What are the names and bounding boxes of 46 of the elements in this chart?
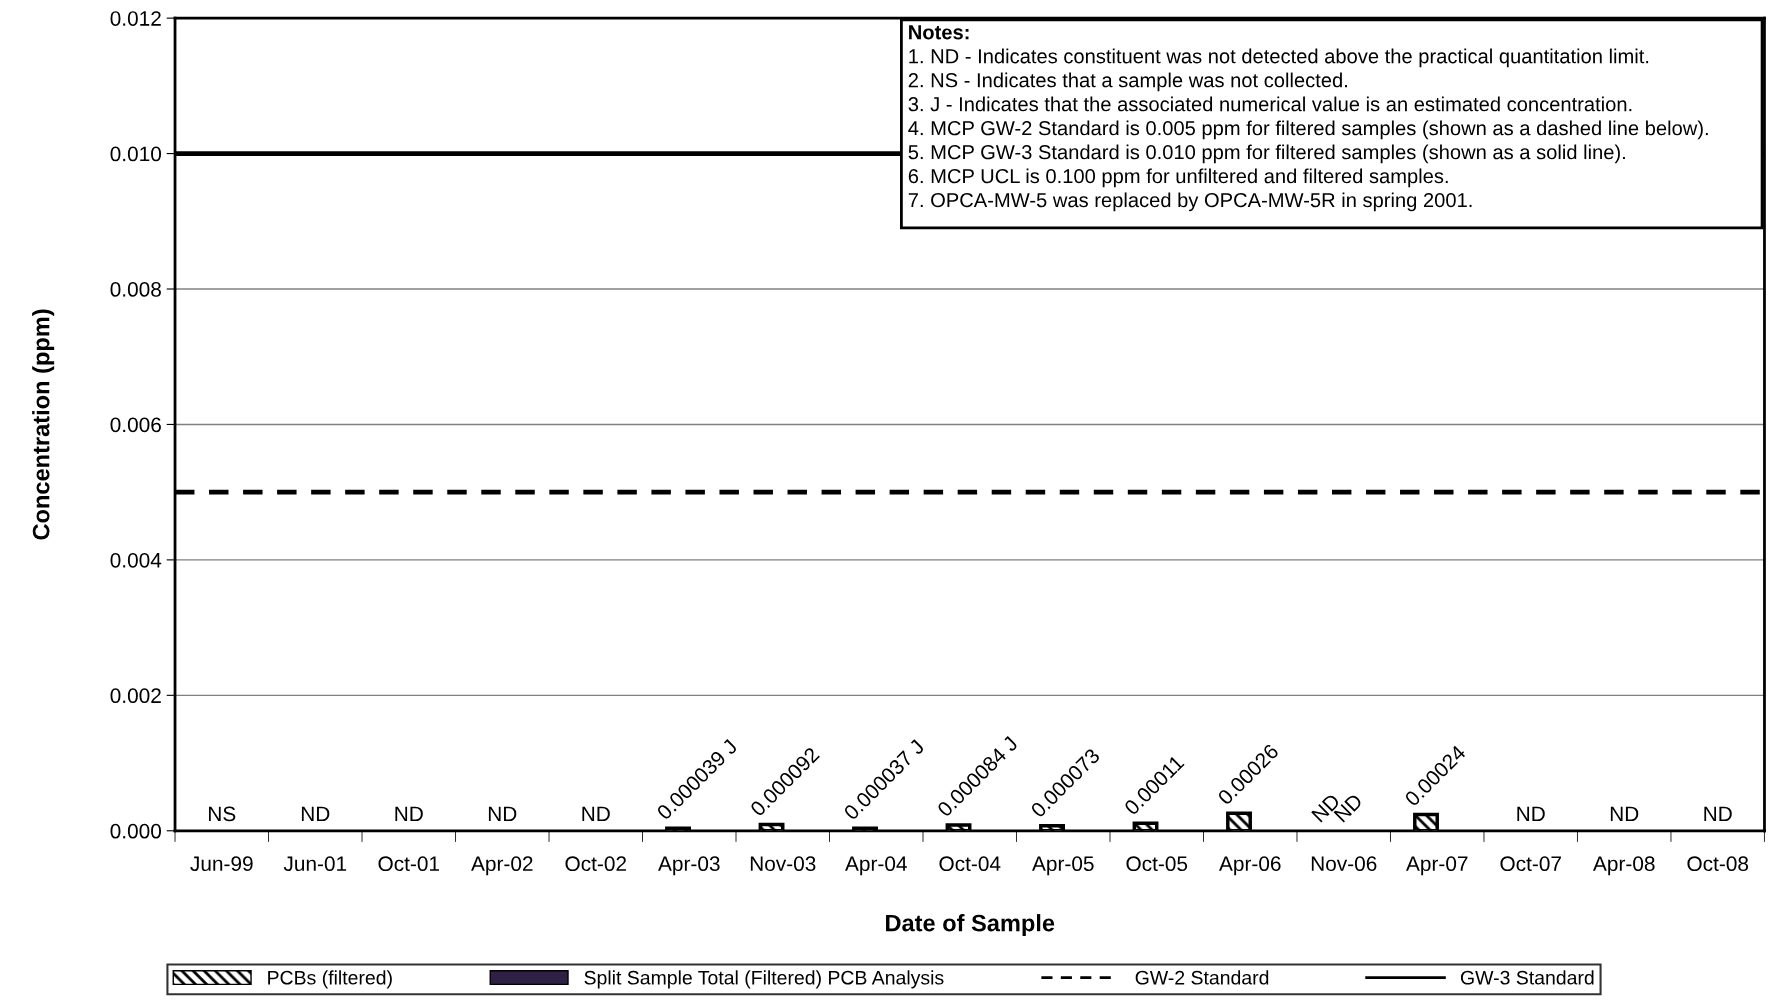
x-tick-label: Jun-99 — [190, 856, 253, 872]
legend-label: PCBs (filtered) — [268, 970, 392, 989]
y-axis-title: Concentration (ppm) — [32, 309, 55, 540]
x-tick-label: Apr-06 — [1219, 856, 1281, 876]
text: ND — [301, 806, 330, 822]
y-tick-label: 0.010 — [110, 146, 162, 162]
x-tick-label: Oct-08 — [1687, 856, 1749, 872]
x-tick-label: Apr-08 — [1593, 856, 1655, 876]
x-tick-label: Apr-02 — [471, 856, 533, 876]
x-tick-label: Oct-04 — [939, 856, 1001, 872]
y-tick-label: 0.012 — [110, 11, 161, 26]
text: ND — [395, 806, 423, 822]
y-tick-label: 0.006 — [110, 417, 161, 433]
y-tick-label: 0.008 — [110, 282, 161, 297]
text: ND — [1517, 806, 1545, 822]
annotation: 5. MCP GW-3 Standard is 0.010 ppm for filtered samples (shown as a solid line). — [908, 144, 1625, 164]
text: ND — [1610, 806, 1639, 822]
x-tick-label: Oct-01 — [378, 856, 440, 872]
legend-label: Split Sample Total (Filtered) PCB Analysis — [584, 970, 944, 989]
text: NS — [209, 806, 236, 822]
text: ND — [582, 806, 610, 822]
x-tick-label: Apr-04 — [845, 856, 907, 876]
y-tick-label: 0.004 — [110, 552, 162, 568]
text: ND — [488, 806, 517, 822]
x-tick-label: Nov-06 — [1311, 856, 1377, 872]
x-tick-label: Apr-07 — [1406, 856, 1468, 876]
x-axis-title: Date of Sample — [886, 914, 1055, 937]
y-tick-label: 0.000 — [110, 823, 162, 839]
annotation: 2. NS - Indicates that a sample was not collected. — [908, 72, 1347, 92]
legend-label: GW-3 Standard — [1460, 970, 1594, 985]
x-tick-label: Oct-05 — [1126, 856, 1188, 872]
y-tick-label: 0.002 — [110, 688, 161, 704]
x-tick-label: Apr-03 — [658, 856, 720, 876]
annotation: 6. MCP UCL is 0.100 ppm for unfiltered and filtered samples. — [908, 168, 1448, 188]
text: ND — [1704, 806, 1732, 822]
x-tick-label: Apr-05 — [1032, 856, 1094, 876]
x-tick-label: Jun-01 — [283, 856, 347, 872]
annotation: 4. MCP GW-2 Standard is 0.005 ppm for filtered samples (shown as a dashed line below). — [908, 120, 1708, 140]
annotation: 1. ND - Indicates constituent was not detected above the practical quantitation limit. — [909, 48, 1649, 68]
x-tick-label: Nov-03 — [750, 856, 816, 872]
x-tick-label: Oct-07 — [1500, 856, 1561, 872]
annotation: 3. J - Indicates that the associated numerical value is an estimated concentration. — [908, 96, 1632, 112]
legend-label: GW-2 Standard — [1135, 970, 1269, 985]
annotation: 7. OPCA-MW-5 was replaced by OPCA-MW-5R in spring 2001. — [908, 192, 1472, 212]
annotation: Notes: — [909, 25, 969, 40]
x-tick-label: Oct-02 — [565, 856, 626, 872]
